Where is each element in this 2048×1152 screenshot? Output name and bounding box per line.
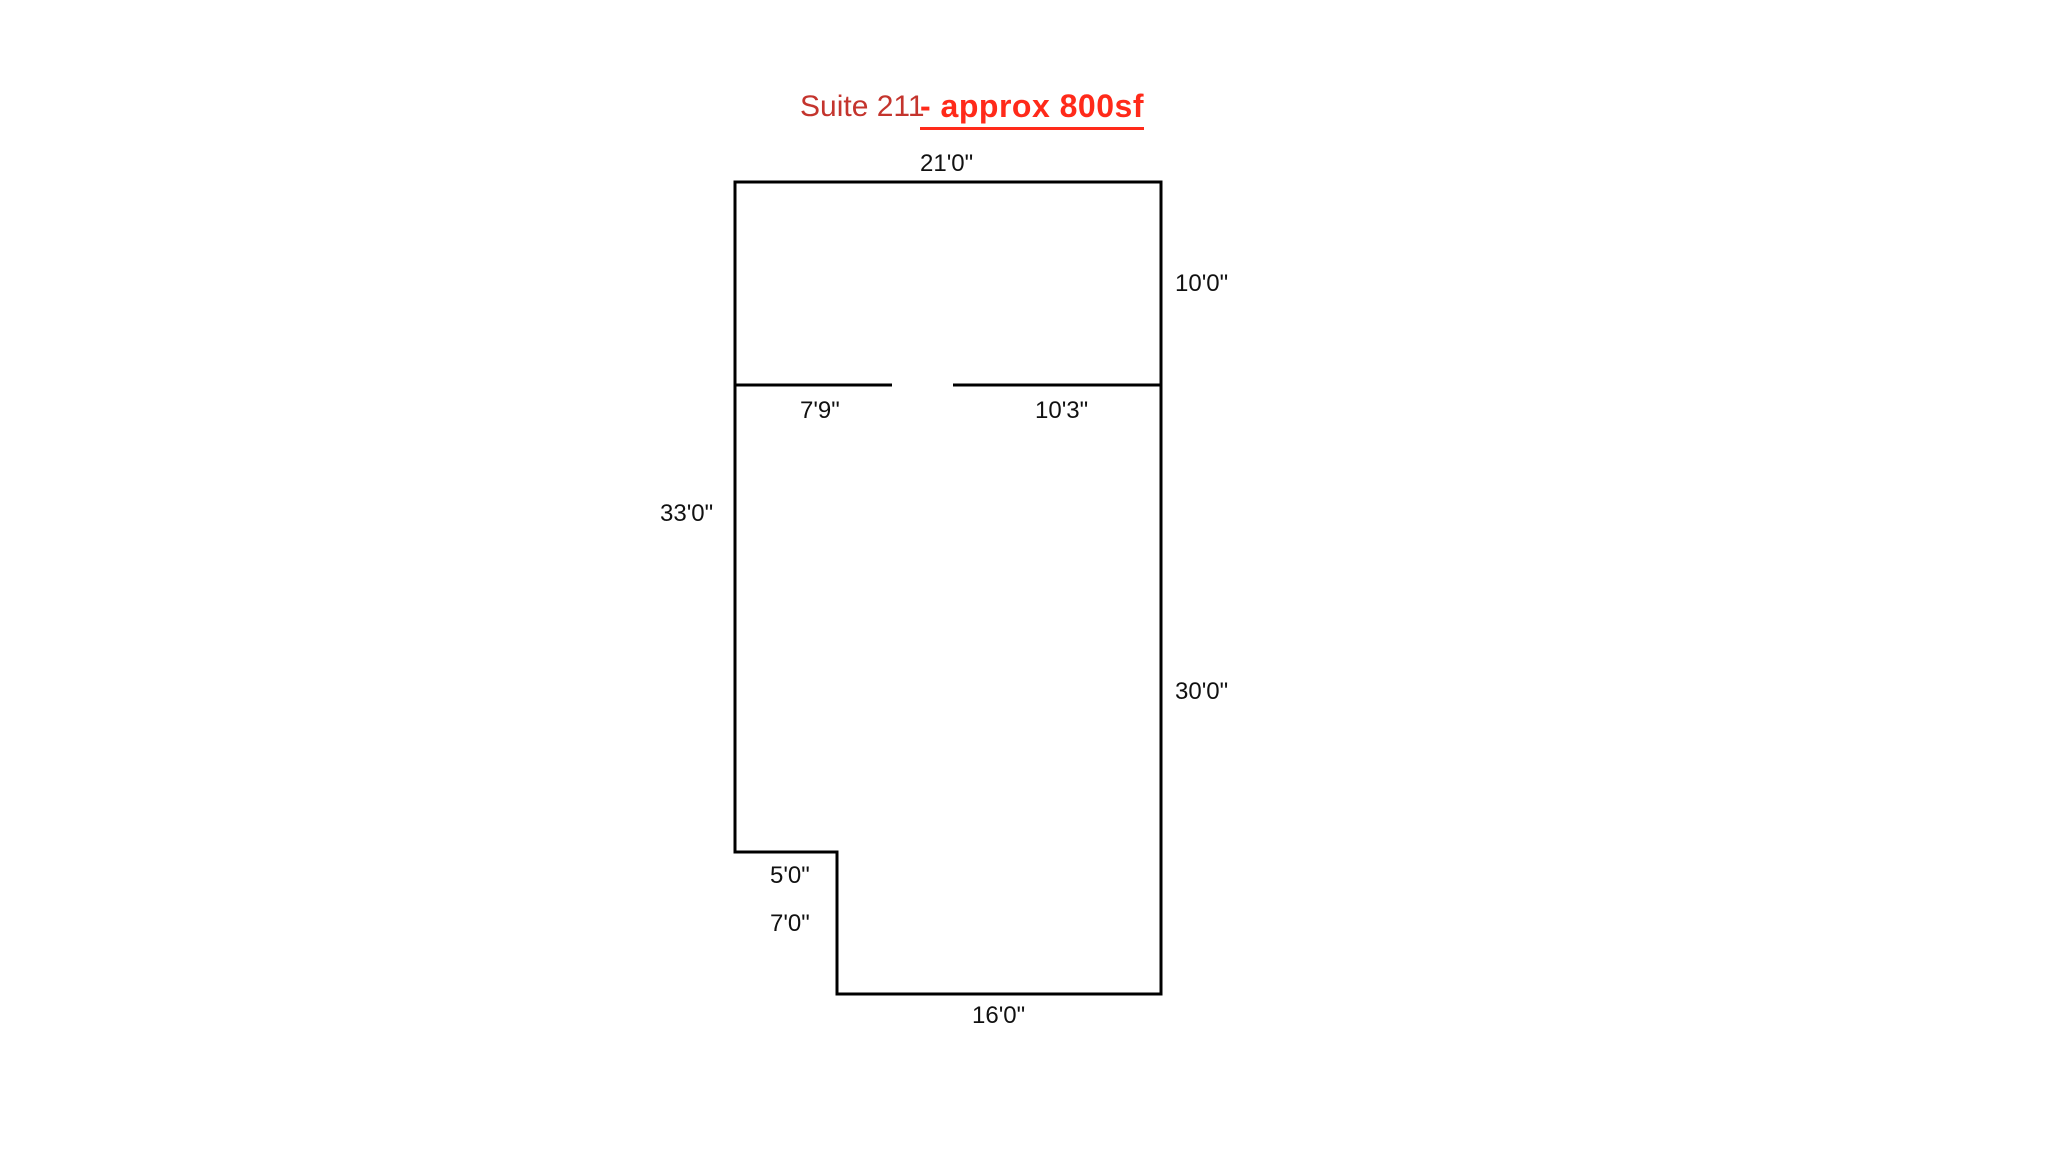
dim-notch-top: 5'0" xyxy=(770,862,810,890)
dim-left: 33'0" xyxy=(660,500,713,528)
dim-right-lower: 30'0" xyxy=(1175,678,1228,706)
dim-top: 21'0" xyxy=(920,150,973,178)
dim-int-left: 7'9" xyxy=(800,397,840,425)
dim-bottom: 16'0" xyxy=(972,1002,1025,1030)
dim-right-upper: 10'0" xyxy=(1175,270,1228,298)
floorplan-svg xyxy=(0,0,2048,1152)
dim-int-right: 10'3" xyxy=(1035,397,1088,425)
dim-notch-side: 7'0" xyxy=(770,910,810,938)
